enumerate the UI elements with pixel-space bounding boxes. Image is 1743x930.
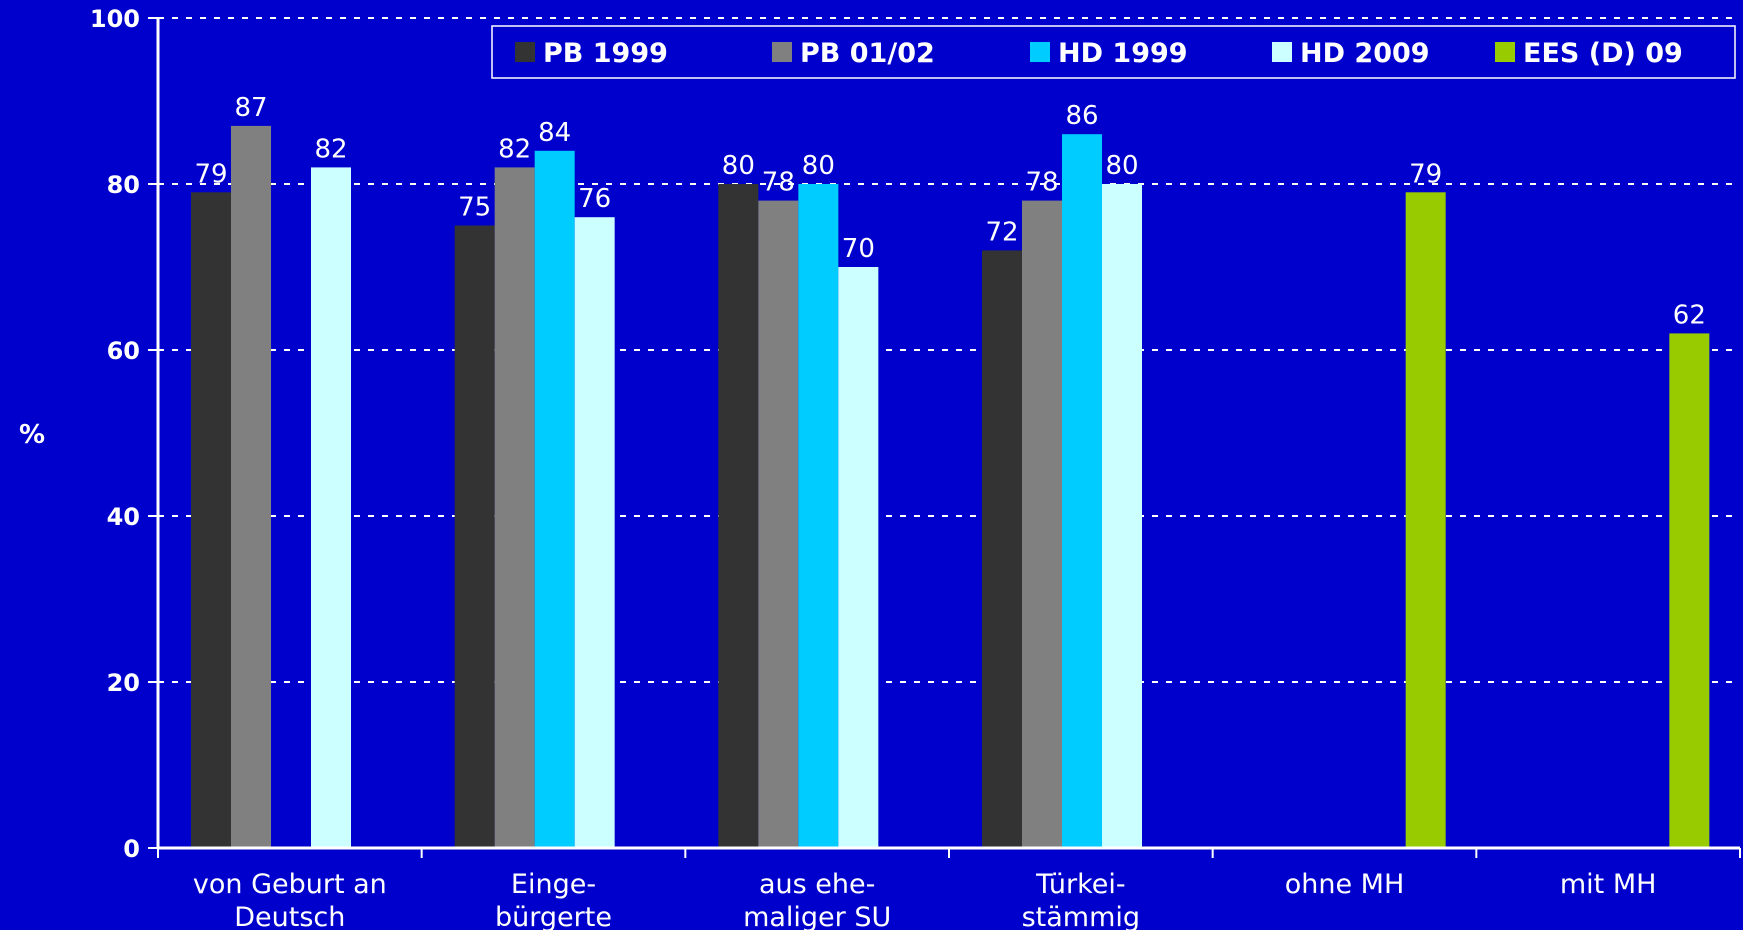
data-label: 82	[314, 134, 347, 164]
y-tick-label-60: 60	[107, 337, 140, 365]
legend-label: EES (D) 09	[1523, 38, 1683, 69]
bar-pb-1999-cat2	[718, 184, 759, 848]
legend-swatch	[515, 42, 535, 62]
data-label: 87	[234, 93, 267, 123]
data-label: 79	[194, 159, 227, 189]
data-label: 75	[458, 193, 491, 223]
data-label: 82	[498, 134, 531, 164]
gridlines	[158, 17, 1740, 683]
data-label: 80	[802, 151, 835, 181]
bar-ees-d-09-cat4	[1405, 192, 1446, 849]
data-label: 78	[762, 168, 795, 198]
data-label: 80	[722, 151, 755, 181]
bar-pb-01-02-cat1	[494, 167, 535, 848]
legend-box	[491, 25, 1736, 79]
data-label: 72	[985, 217, 1018, 247]
bar-hd-1999-cat3	[1062, 134, 1102, 848]
category-label: Einge-	[511, 869, 596, 900]
bar-pb-1999-cat1	[454, 225, 495, 848]
category-label: maliger SU	[743, 902, 891, 930]
y-axis-label: %	[19, 420, 45, 450]
category-label: bürgerte	[495, 902, 612, 930]
legend-swatch	[772, 42, 792, 62]
bar-hd-1999-cat2	[798, 184, 839, 848]
legend-swatch	[1495, 42, 1515, 62]
legend-swatch	[1272, 42, 1292, 62]
y-tick-label-40: 40	[107, 503, 140, 531]
legend-swatch	[1030, 42, 1050, 62]
category-label: stämmig	[1022, 902, 1140, 930]
category-label: Türkei-	[1035, 869, 1126, 900]
data-label: 76	[578, 184, 611, 214]
bar-pb-01-02-cat3	[1022, 200, 1062, 849]
data-label: 80	[1105, 151, 1138, 181]
category-label: aus ehe-	[759, 869, 875, 900]
bar-pb-01-02-cat0	[231, 125, 271, 848]
bar-ees-d-09-cat5	[1669, 333, 1710, 848]
category-label: mit MH	[1560, 869, 1657, 900]
data-label: 62	[1673, 300, 1706, 330]
y-tick-label-20: 20	[107, 669, 140, 697]
category-label: ohne MH	[1285, 869, 1405, 900]
legend: PB 1999 PB 01/02 HD 1999 HD 2009 EES (D) 09	[491, 25, 1736, 79]
bar-hd-2009-cat0	[311, 167, 351, 848]
legend-label: HD 2009	[1300, 38, 1430, 69]
y-tick-label-100: 100	[90, 5, 140, 33]
data-label: 79	[1409, 159, 1442, 189]
legend-label: PB 01/02	[800, 38, 935, 69]
bar-pb-1999-cat3	[982, 250, 1022, 848]
y-axis-ticks: 0 20 40 60 80 100	[90, 5, 158, 863]
data-label: 86	[1065, 101, 1098, 131]
bars	[191, 125, 1710, 849]
data-label: 78	[1025, 168, 1058, 198]
axes	[156, 18, 1741, 858]
data-label: 70	[842, 234, 875, 264]
bar-pb-1999-cat0	[191, 192, 231, 849]
legend-label: HD 1999	[1058, 38, 1188, 69]
y-tick-label-0: 0	[123, 835, 140, 863]
data-label: 84	[538, 118, 571, 148]
bar-hd-1999-cat1	[534, 150, 575, 849]
category-label: von Geburt an	[193, 869, 387, 900]
bar-hd-2009-cat3	[1102, 184, 1142, 848]
legend-label: PB 1999	[543, 38, 668, 69]
bar-pb-01-02-cat2	[758, 200, 799, 849]
bar-hd-2009-cat2	[838, 267, 879, 848]
category-label: Deutsch	[234, 902, 345, 930]
bar-hd-2009-cat1	[574, 217, 615, 848]
y-tick-label-80: 80	[107, 171, 140, 199]
